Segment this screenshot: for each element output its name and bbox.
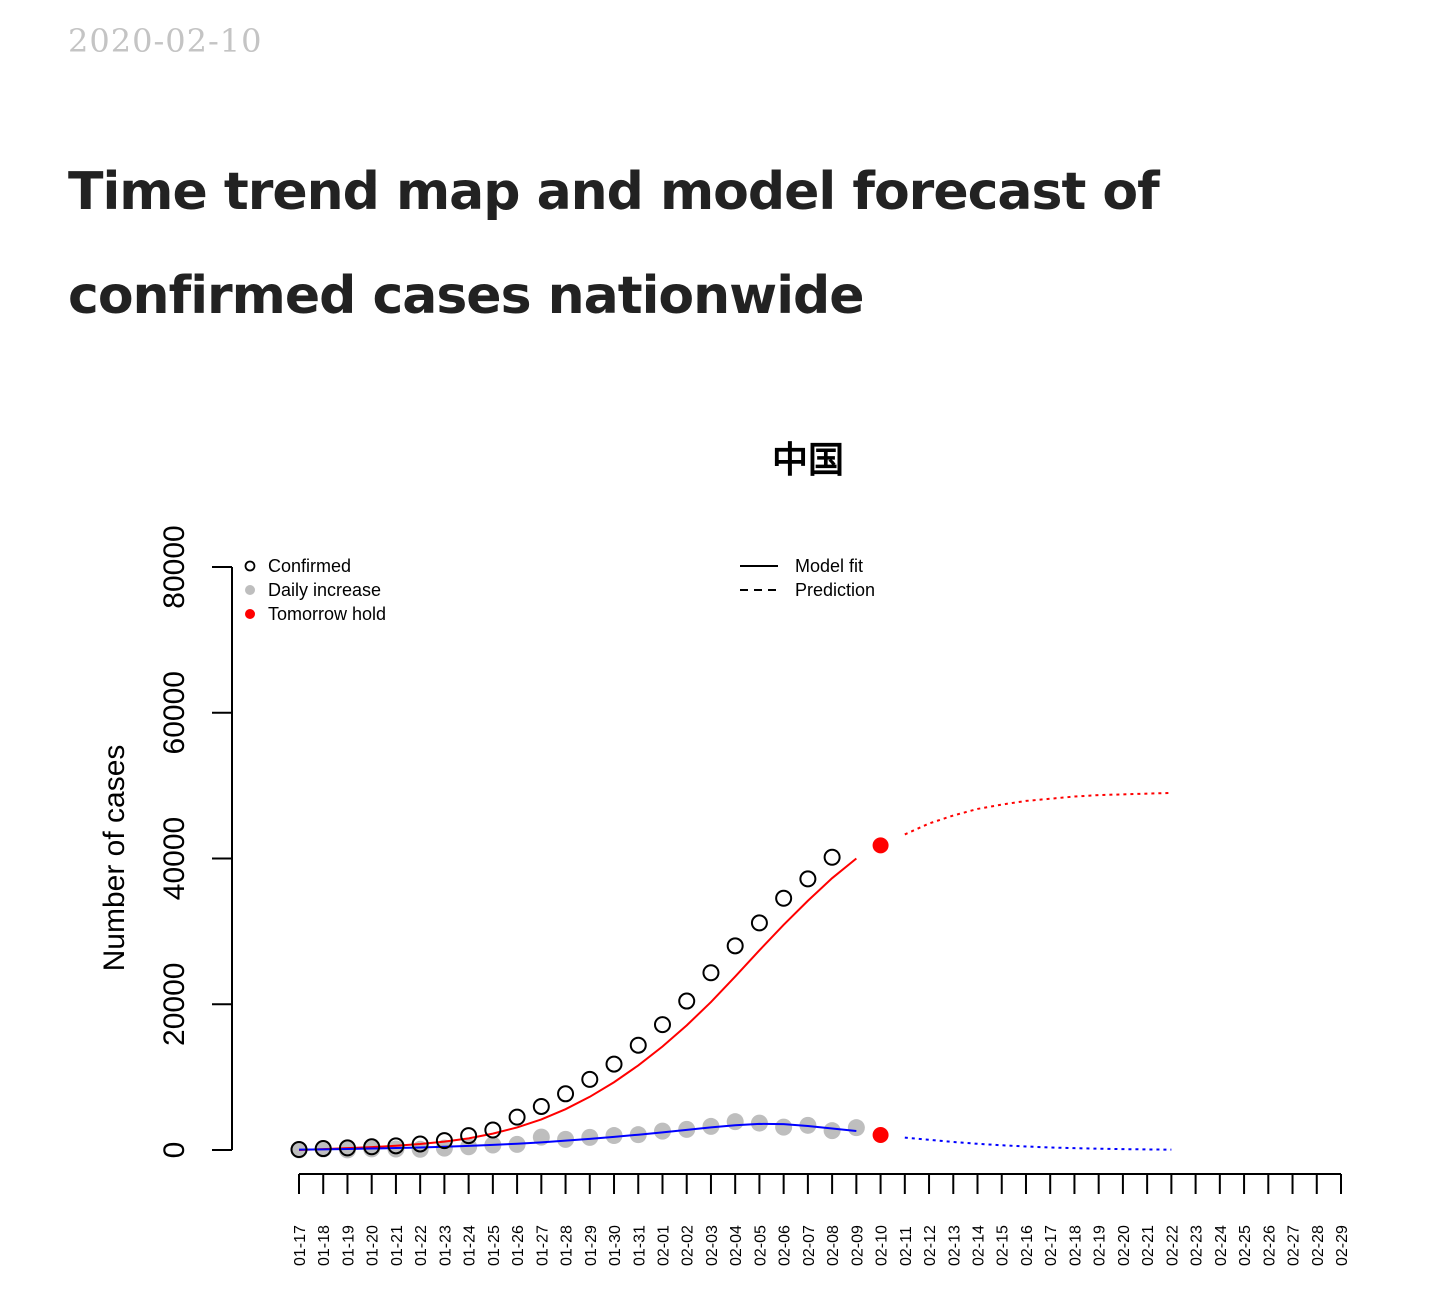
post-date: 2020-02-10: [68, 22, 263, 60]
x-tick-label: 01-19: [340, 1225, 357, 1266]
x-tick-label: 02-05: [752, 1225, 769, 1266]
x-tick-label: 02-18: [1067, 1225, 1084, 1266]
x-tick-label: 01-21: [389, 1225, 406, 1266]
x-tick-label: 01-28: [559, 1225, 576, 1266]
x-tick-label: 02-04: [728, 1225, 745, 1266]
confirmed-point: [775, 889, 793, 907]
x-tick-label: 01-31: [631, 1225, 648, 1266]
x-tick-label: 01-30: [607, 1225, 624, 1266]
x-tick-label: 02-17: [1043, 1225, 1060, 1266]
x-tick-label: 02-08: [825, 1225, 842, 1266]
daily-increase-point: [605, 1127, 623, 1145]
confirmed-point: [290, 1141, 308, 1159]
x-tick-label: 02-22: [1164, 1225, 1181, 1266]
x-tick-label: 02-14: [971, 1225, 988, 1266]
x-tick-label: 02-09: [849, 1225, 866, 1266]
confirmed-point: [823, 848, 841, 866]
x-tick-label: 01-24: [462, 1225, 479, 1266]
daily-increase-point: [847, 1119, 865, 1137]
legend-label: Confirmed: [268, 556, 351, 576]
x-tick-label: 02-26: [1261, 1225, 1278, 1266]
confirmed-point: [460, 1127, 478, 1145]
y-tick-label: 40000: [158, 817, 191, 900]
x-tick-label: 01-26: [510, 1225, 527, 1266]
confirmed-point: [799, 870, 817, 888]
confirmed-point: [702, 964, 720, 982]
confirmed-point: [678, 992, 696, 1010]
y-tick-label: 80000: [158, 525, 191, 608]
x-tick-label: 01-27: [534, 1225, 551, 1266]
x-tick-label: 02-13: [946, 1225, 963, 1266]
confirmed-point: [581, 1070, 599, 1088]
x-tick-label: 02-01: [655, 1225, 672, 1266]
x-tick-label: 01-29: [583, 1225, 600, 1266]
confirmed-point: [726, 937, 744, 955]
legend-label: Daily increase: [268, 580, 381, 600]
x-tick-label: 02-07: [801, 1225, 818, 1266]
page-title: Time trend map and model forecast of con…: [68, 162, 1160, 326]
chart-title: 中国: [772, 439, 844, 480]
legend-tomorrow-hold-icon: [245, 609, 255, 619]
x-tick-label: 01-23: [437, 1225, 454, 1266]
y-tick-label: 0: [158, 1142, 191, 1159]
x-tick-label: 02-21: [1140, 1225, 1157, 1266]
x-tick-label: 02-03: [704, 1225, 721, 1266]
x-tick-label: 02-28: [1310, 1225, 1327, 1266]
confirmed-point: [750, 914, 768, 932]
legend-label: Prediction: [795, 580, 875, 600]
x-tick-label: 02-02: [680, 1225, 697, 1266]
daily-increase-point: [775, 1118, 793, 1136]
confirmed-point: [508, 1108, 526, 1126]
y-tick-label: 60000: [158, 671, 191, 754]
confirmed-point: [387, 1137, 405, 1155]
model-fit-confirmed-line: [298, 857, 857, 1151]
legend-label: Tomorrow hold: [268, 604, 386, 624]
confirmed-point: [557, 1085, 575, 1103]
confirmed-point: [605, 1055, 623, 1073]
daily-increase-point: [557, 1130, 575, 1148]
model-fit-daily-line: [298, 1122, 857, 1151]
daily-increase-point: [823, 1122, 841, 1140]
tomorrow-hold-daily-point: [872, 1126, 889, 1143]
legend-label: Model fit: [795, 556, 863, 576]
confirmed-point: [653, 1016, 671, 1034]
x-tick-label: 01-18: [316, 1225, 333, 1266]
confirmed-point: [338, 1139, 356, 1157]
x-tick-label: 02-23: [1189, 1225, 1206, 1266]
x-tick-label: 02-29: [1334, 1225, 1351, 1266]
x-tick-label: 02-16: [1019, 1225, 1036, 1266]
x-tick-label: 02-11: [898, 1226, 915, 1266]
x-tick-label: 01-17: [292, 1225, 309, 1266]
confirmed-point: [363, 1138, 381, 1156]
daily-increase-point: [581, 1128, 599, 1146]
y-axis-label: Number of cases: [98, 745, 131, 972]
x-tick-label: 02-24: [1213, 1225, 1230, 1266]
confirmed-point: [411, 1135, 429, 1153]
x-tick-label: 02-25: [1237, 1225, 1254, 1266]
daily-increase-point: [653, 1122, 671, 1140]
x-tick-label: 02-27: [1286, 1225, 1303, 1266]
confirmed-point: [314, 1140, 332, 1158]
y-tick-label: 20000: [158, 963, 191, 1046]
legend-daily-increase-icon: [245, 585, 255, 595]
confirmed-point: [629, 1036, 647, 1054]
prediction-confirmed-line: [904, 791, 1172, 836]
x-tick-label: 01-25: [486, 1225, 503, 1266]
daily-increase-point: [726, 1113, 744, 1131]
tomorrow-hold-point: [872, 837, 889, 854]
prediction-daily-line: [904, 1136, 1172, 1151]
confirmed-point: [484, 1121, 502, 1139]
x-tick-label: 02-19: [1092, 1225, 1109, 1266]
x-tick-label: 02-06: [777, 1225, 794, 1266]
legend-confirmed-icon: [244, 560, 256, 572]
confirmed-point: [435, 1132, 453, 1150]
x-tick-label: 02-10: [874, 1225, 891, 1266]
x-tick-label: 02-15: [995, 1225, 1012, 1266]
x-tick-label: 02-20: [1116, 1225, 1133, 1266]
confirmed-point: [532, 1097, 550, 1115]
x-tick-label: 02-12: [922, 1225, 939, 1266]
x-tick-label: 01-20: [365, 1225, 382, 1266]
x-tick-label: 01-22: [413, 1225, 430, 1266]
